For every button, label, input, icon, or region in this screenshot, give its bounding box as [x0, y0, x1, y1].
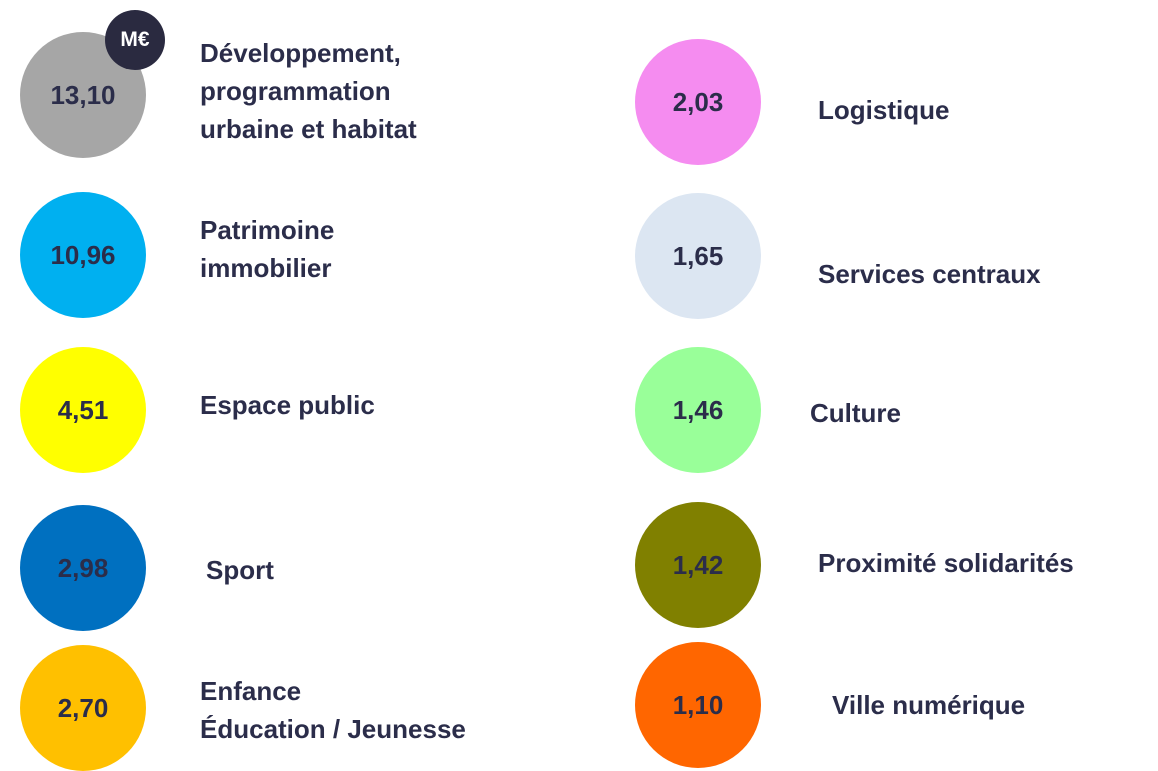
item-label: Enfance	[200, 676, 302, 706]
item-label: immobilier	[200, 253, 332, 283]
item-label: Sport	[206, 555, 274, 585]
value-text: 1,46	[672, 394, 724, 425]
value-circle: 1,42	[635, 502, 761, 628]
value-circle: 2,70	[20, 645, 146, 771]
item-label: Proximité solidarités	[818, 548, 1074, 578]
value-text: 10,96	[50, 239, 116, 270]
value-text: 2,03	[672, 86, 724, 117]
value-text: 1,10	[672, 689, 724, 720]
value-text: 1,42	[672, 549, 724, 580]
item-label: Ville numérique	[832, 690, 1026, 720]
item-label: Éducation / Jeunesse	[200, 714, 466, 744]
value-text: 2,98	[57, 552, 109, 583]
item-label: Développement,	[200, 38, 401, 68]
value-text: 2,70	[57, 692, 109, 723]
value-circle: 2,98	[20, 505, 146, 631]
value-circle: 10,96	[20, 192, 146, 318]
unit-badge: M€	[105, 10, 165, 70]
value-circle: 2,03	[635, 39, 761, 165]
value-text: 13,10	[50, 79, 116, 110]
item-label: urbaine et habitat	[200, 114, 417, 144]
item-label: Logistique	[818, 95, 950, 125]
item-label: Services centraux	[818, 259, 1041, 289]
value-circle: 1,46	[635, 347, 761, 473]
value-circle: 4,51	[20, 347, 146, 473]
item-label: Espace public	[200, 390, 375, 420]
value-circle: 1,10	[635, 642, 761, 768]
value-text: 1,65	[672, 240, 724, 271]
item-label: Patrimoine	[200, 215, 335, 245]
value-text: 4,51	[57, 394, 109, 425]
value-circle: 1,65	[635, 193, 761, 319]
item-label: programmation	[200, 76, 391, 106]
item-label: Culture	[810, 398, 901, 428]
